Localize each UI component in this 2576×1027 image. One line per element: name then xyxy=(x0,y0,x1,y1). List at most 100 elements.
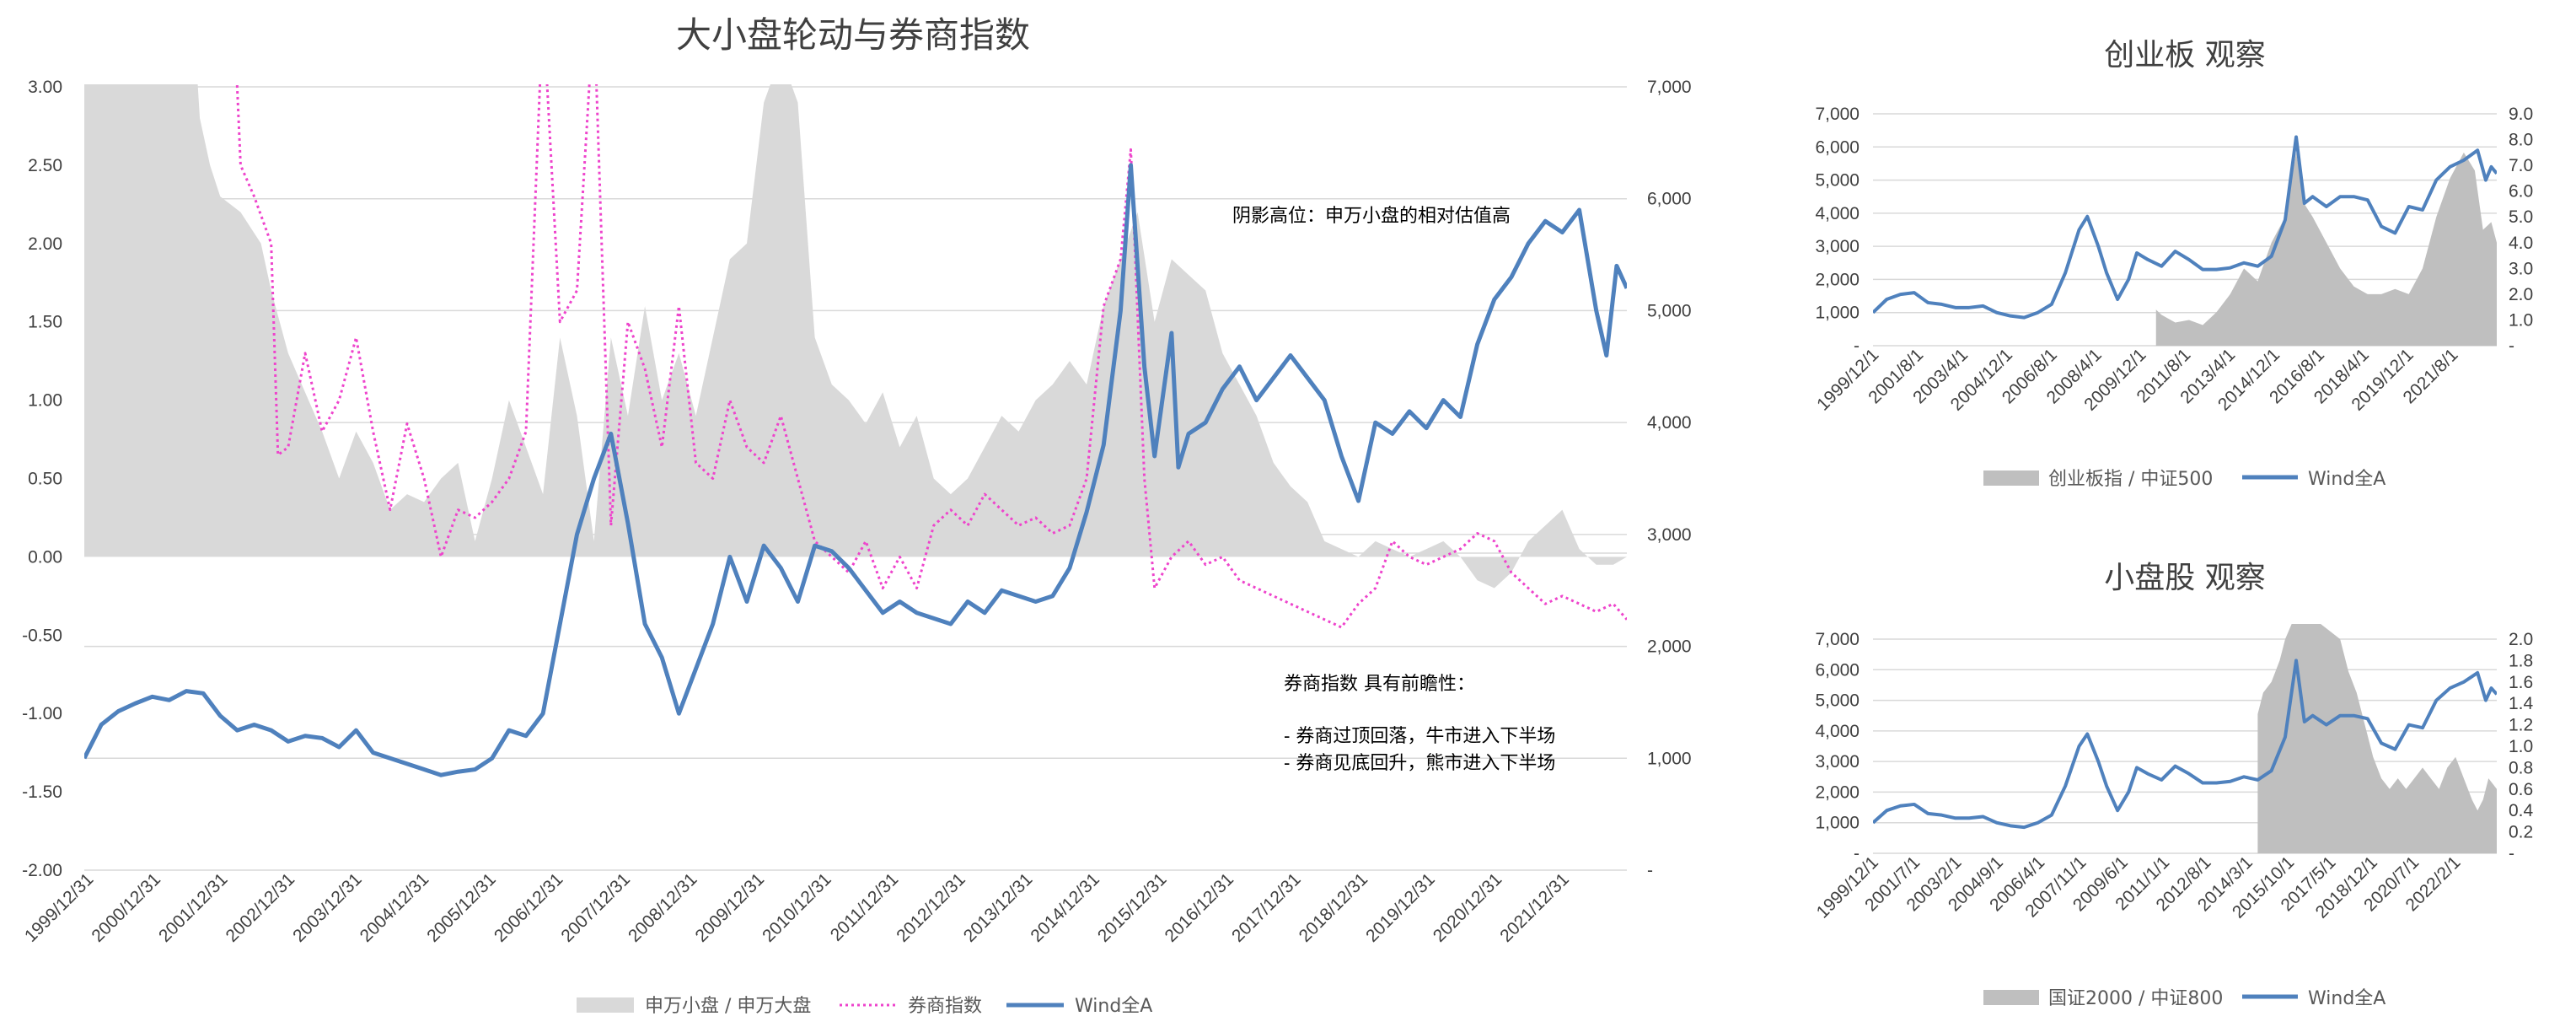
br-series-wind-line xyxy=(1873,659,2497,830)
br-ytick-left: 6,000 xyxy=(1815,660,1860,680)
tr-ytick-right: 9.0 xyxy=(2509,105,2533,124)
main-ytick-left: -0.50 xyxy=(22,626,62,645)
annotation-broker-line1: - 券商过顶回落，牛市进入下半场 xyxy=(1284,726,1555,747)
main-xtick: 2009/12/31 xyxy=(692,869,769,946)
tr-ytick-left: 4,000 xyxy=(1815,204,1860,223)
legend-label-broker: 券商指数 xyxy=(908,996,982,1017)
legend-label-smallcap-ratio: 国证2000 / 中证800 xyxy=(2048,988,2223,1009)
main-ytick-left: -1.00 xyxy=(22,704,62,723)
main-chart-title: 大小盘轮动与券商指数 xyxy=(676,14,1030,56)
main-ytick-right: 3,000 xyxy=(1647,525,1692,545)
main-xtick: 2019/12/31 xyxy=(1362,869,1439,946)
legend-label-wind: Wind全A xyxy=(1075,996,1152,1017)
main-xtick: 2007/12/31 xyxy=(557,869,634,946)
main-xtick: 2003/12/31 xyxy=(289,869,366,946)
tr-series-wind-line xyxy=(1873,135,2497,320)
main-series-wind-line xyxy=(84,163,1627,777)
legend-swatch-chinext-ratio xyxy=(1983,470,2039,486)
br-ytick-left: - xyxy=(1854,844,1860,863)
main-xtick: 2001/12/31 xyxy=(155,869,232,946)
main-ytick-right: 1,000 xyxy=(1647,749,1692,768)
main-xtick: 2005/12/31 xyxy=(423,869,500,946)
br-ytick-right: 0.2 xyxy=(2509,823,2533,842)
main-xtick: 2008/12/31 xyxy=(625,869,701,946)
main-xtick: 2020/12/31 xyxy=(1430,869,1506,946)
tr-ytick-left: 6,000 xyxy=(1815,137,1860,157)
tr-ytick-right: 2.0 xyxy=(2509,285,2533,304)
tr-ytick-right: 1.0 xyxy=(2509,310,2533,330)
main-ytick-left: 0.50 xyxy=(28,470,62,489)
main-ytick-right: 4,000 xyxy=(1647,413,1692,433)
br-ytick-right: 1.4 xyxy=(2509,694,2534,713)
main-xtick: 1999/12/31 xyxy=(21,869,98,946)
main-legend: 申万小盘 / 申万大盘 券商指数 Wind全A xyxy=(577,996,1152,1017)
br-ytick-right: 0.6 xyxy=(2509,780,2533,799)
br-ytick-right: 2.0 xyxy=(2509,630,2533,649)
tr-ytick-left: 7,000 xyxy=(1815,105,1860,124)
main-xtick: 2002/12/31 xyxy=(223,869,299,946)
tr-ytick-left: 2,000 xyxy=(1815,270,1860,289)
br-ytick-right: 1.8 xyxy=(2509,651,2533,670)
main-xtick: 2011/12/31 xyxy=(827,869,902,944)
tr-ytick-right: 5.0 xyxy=(2509,207,2533,227)
main-xtick: 2004/12/31 xyxy=(357,869,433,946)
br-ytick-left: 5,000 xyxy=(1815,691,1860,711)
tr-ytick-right: 4.0 xyxy=(2509,234,2533,253)
br-ytick-right: 0.4 xyxy=(2509,801,2534,820)
smallcap-legend: 国证2000 / 中证800 Wind全A xyxy=(1983,988,2385,1009)
main-ytick-left: -1.50 xyxy=(22,782,62,802)
main-ytick-left: 1.00 xyxy=(28,391,62,411)
main-xtick: 2014/12/31 xyxy=(1027,869,1103,946)
tr-ytick-right: 6.0 xyxy=(2509,182,2533,202)
smallcap-chart-title: 小盘股 观察 xyxy=(2104,561,2265,595)
tr-ytick-right: 8.0 xyxy=(2509,131,2533,150)
tr-series-area xyxy=(2155,152,2497,346)
main-ytick-right: 6,000 xyxy=(1647,190,1692,209)
legend-label-chinext-wind: Wind全A xyxy=(2308,469,2385,490)
main-xtick: 2018/12/31 xyxy=(1296,869,1372,946)
main-xtick: 2021/12/31 xyxy=(1496,869,1573,946)
br-ytick-right: - xyxy=(2509,844,2514,863)
br-series-area xyxy=(2257,624,2497,853)
chinext-chart: 创业板 观察 7,000 6,000 5,000 4,000 3,000 2,000 1,0… xyxy=(1813,38,2533,490)
smallcap-chart: 小盘股 观察 7,000 6,000 5,000 4,000 3,000 2,000 1,0… xyxy=(1813,561,2534,1009)
main-xtick: 2000/12/31 xyxy=(88,869,164,946)
main-xtick: 2015/12/31 xyxy=(1094,869,1171,946)
br-ytick-right: 1.6 xyxy=(2509,673,2533,692)
main-xtick: 2012/12/31 xyxy=(893,869,969,946)
legend-label-area: 申万小盘 / 申万大盘 xyxy=(645,996,811,1017)
main-ytick-right: - xyxy=(1647,861,1653,880)
br-ytick-left: 7,000 xyxy=(1815,630,1860,649)
main-xtick: 2017/12/31 xyxy=(1228,869,1305,946)
chinext-legend: 创业板指 / 中证500 Wind全A xyxy=(1983,469,2385,490)
br-ytick-left: 4,000 xyxy=(1815,722,1860,741)
main-ytick-left: -2.00 xyxy=(22,861,62,880)
tr-ytick-left: 3,000 xyxy=(1815,237,1860,256)
main-series-broker-line xyxy=(235,84,1627,629)
tr-xtick: 1999/12/1 xyxy=(1813,345,1882,414)
br-ytick-right: 1.2 xyxy=(2509,716,2533,735)
tr-ytick-right: 3.0 xyxy=(2509,259,2533,278)
tr-ytick-left: - xyxy=(1854,336,1860,356)
main-ytick-left: 1.50 xyxy=(28,313,62,332)
main-xtick: 2010/12/31 xyxy=(759,869,835,946)
br-ytick-left: 1,000 xyxy=(1815,814,1860,833)
main-ytick-right: 7,000 xyxy=(1647,78,1692,97)
main-xtick: 2013/12/31 xyxy=(960,869,1037,946)
main-series-area xyxy=(84,84,1627,589)
legend-label-chinext-ratio: 创业板指 / 中证500 xyxy=(2048,469,2213,490)
tr-ytick-left: 5,000 xyxy=(1815,171,1860,191)
main-xtick: 2006/12/31 xyxy=(491,869,567,946)
annotation-broker-line2: - 券商见底回升，熊市进入下半场 xyxy=(1284,753,1555,774)
annotation-broker-title: 券商指数 具有前瞻性： xyxy=(1284,674,1475,695)
tr-ytick-right: - xyxy=(2509,336,2514,356)
br-ytick-left: 2,000 xyxy=(1815,782,1860,802)
br-ytick-left: 3,000 xyxy=(1815,752,1860,772)
annotation-shade-note: 阴影高位：申万小盘的相对估值高 xyxy=(1232,206,1511,227)
tr-ytick-right: 7.0 xyxy=(2509,156,2533,175)
legend-label-smallcap-wind: Wind全A xyxy=(2308,988,2385,1009)
br-ytick-right: 1.0 xyxy=(2509,737,2533,756)
br-ytick-right: 0.8 xyxy=(2509,758,2533,777)
main-ytick-right: 5,000 xyxy=(1647,301,1692,320)
